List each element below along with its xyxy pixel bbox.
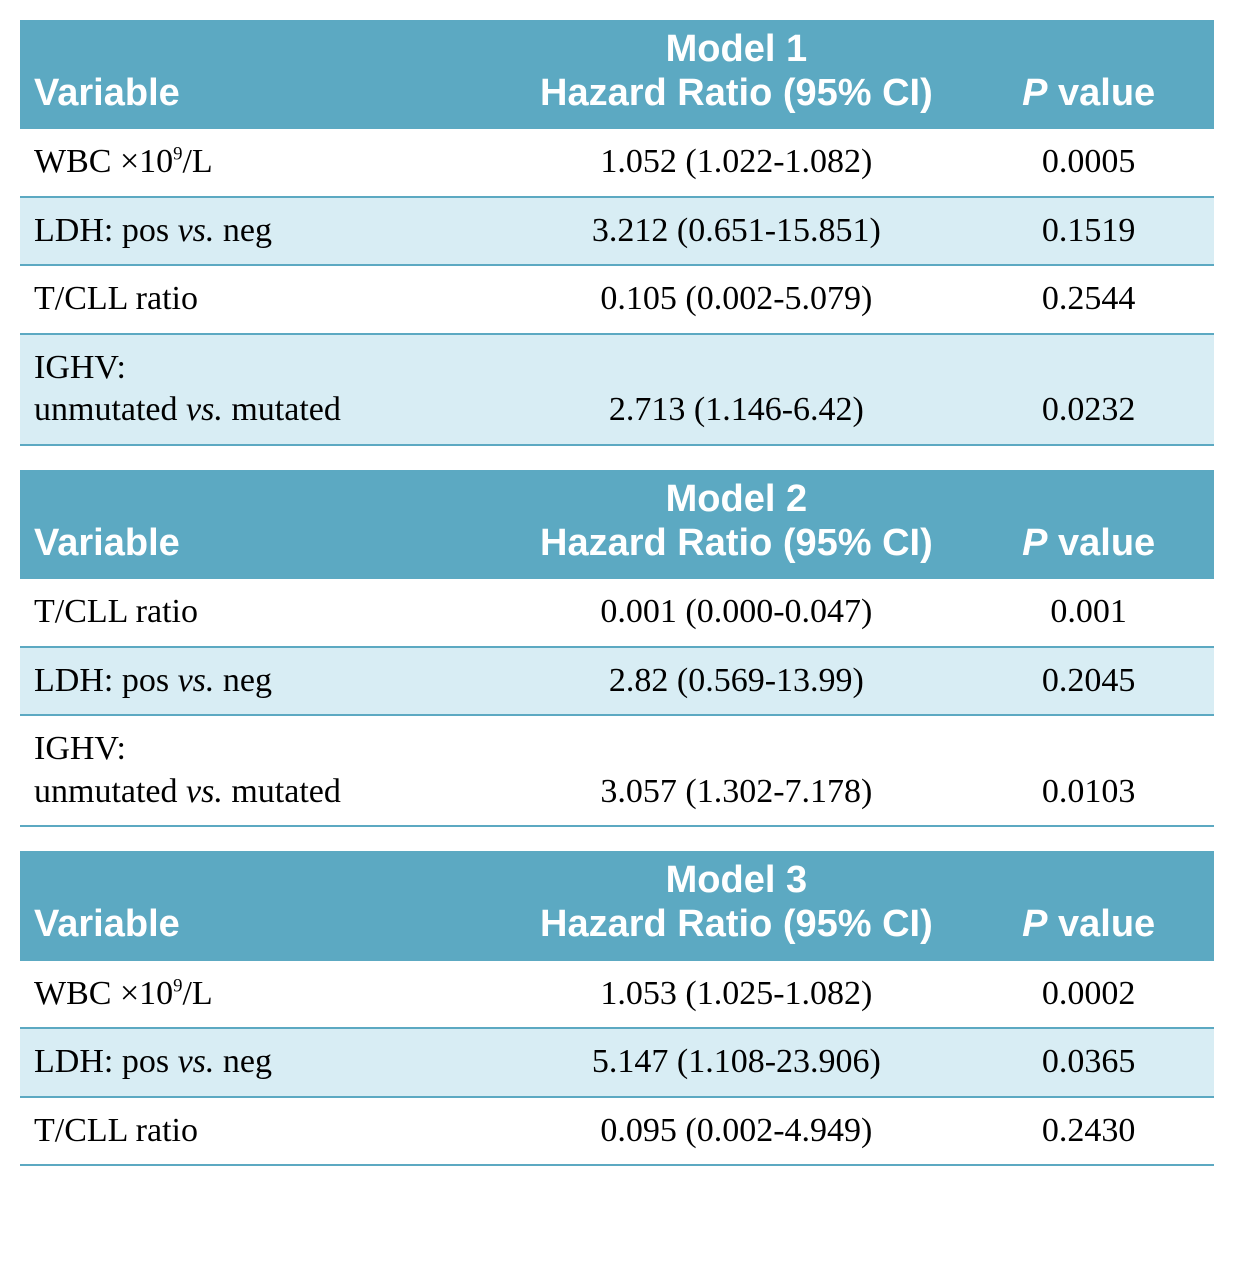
hazard-ratio-cell: 3.057 (1.302-7.178)	[510, 715, 964, 826]
variable-cell: IGHV:unmutated vs. mutated	[20, 715, 510, 826]
hazard-ratio-label: Hazard Ratio (95% CI)	[540, 522, 933, 564]
table-row: LDH: pos vs. neg5.147 (1.108-23.906)0.03…	[20, 1028, 1214, 1097]
column-header-variable: Variable	[20, 20, 510, 129]
table-row: LDH: pos vs. neg3.212 (0.651-15.851)0.15…	[20, 197, 1214, 266]
column-header-variable: Variable	[20, 470, 510, 579]
model-table-3: VariableModel 3Hazard Ratio (95% CI)P va…	[20, 851, 1214, 1166]
hazard-ratio-cell: 1.053 (1.025-1.082)	[510, 961, 964, 1029]
variable-cell: T/CLL ratio	[20, 1097, 510, 1166]
variable-cell: IGHV:unmutated vs. mutated	[20, 334, 510, 445]
p-value-cell: 0.0002	[963, 961, 1214, 1029]
table-row: WBC ×109/L1.053 (1.025-1.082)0.0002	[20, 961, 1214, 1029]
hazard-ratio-cell: 1.052 (1.022-1.082)	[510, 129, 964, 197]
table-row: T/CLL ratio0.095 (0.002-4.949)0.2430	[20, 1097, 1214, 1166]
model-table-1: VariableModel 1Hazard Ratio (95% CI)P va…	[20, 20, 1214, 446]
variable-cell: LDH: pos vs. neg	[20, 1028, 510, 1097]
hazard-ratio-table: VariableModel 2Hazard Ratio (95% CI)P va…	[20, 470, 1214, 827]
table-row: LDH: pos vs. neg2.82 (0.569-13.99)0.2045	[20, 647, 1214, 716]
table-row: IGHV:unmutated vs. mutated2.713 (1.146-6…	[20, 334, 1214, 445]
hazard-ratio-cell: 2.82 (0.569-13.99)	[510, 647, 964, 716]
hazard-ratio-cell: 0.095 (0.002-4.949)	[510, 1097, 964, 1166]
p-value-cell: 0.2045	[963, 647, 1214, 716]
table-row: T/CLL ratio0.105 (0.002-5.079)0.2544	[20, 265, 1214, 334]
table-row: IGHV:unmutated vs. mutated3.057 (1.302-7…	[20, 715, 1214, 826]
table-row: T/CLL ratio0.001 (0.000-0.047)0.001	[20, 579, 1214, 647]
variable-cell: LDH: pos vs. neg	[20, 197, 510, 266]
hazard-ratio-label: Hazard Ratio (95% CI)	[540, 72, 933, 114]
p-value-cell: 0.1519	[963, 197, 1214, 266]
p-value-cell: 0.0365	[963, 1028, 1214, 1097]
column-header-hazard-ratio: Model 1Hazard Ratio (95% CI)	[510, 20, 964, 129]
p-value-cell: 0.0005	[963, 129, 1214, 197]
hazard-ratio-label: Hazard Ratio (95% CI)	[540, 903, 933, 945]
hazard-ratio-table: VariableModel 1Hazard Ratio (95% CI)P va…	[20, 20, 1214, 446]
column-header-hazard-ratio: Model 3Hazard Ratio (95% CI)	[510, 851, 964, 960]
hazard-ratio-table: VariableModel 3Hazard Ratio (95% CI)P va…	[20, 851, 1214, 1166]
model-name: Model 3	[524, 859, 950, 903]
p-value-cell: 0.2430	[963, 1097, 1214, 1166]
column-header-p-value: P value	[963, 470, 1214, 579]
column-header-hazard-ratio: Model 2Hazard Ratio (95% CI)	[510, 470, 964, 579]
hazard-ratio-cell: 0.001 (0.000-0.047)	[510, 579, 964, 647]
hazard-ratio-cell: 5.147 (1.108-23.906)	[510, 1028, 964, 1097]
table-row: WBC ×109/L1.052 (1.022-1.082)0.0005	[20, 129, 1214, 197]
column-header-p-value: P value	[963, 851, 1214, 960]
models-container: VariableModel 1Hazard Ratio (95% CI)P va…	[20, 20, 1214, 1166]
p-value-cell: 0.001	[963, 579, 1214, 647]
variable-cell: T/CLL ratio	[20, 265, 510, 334]
model-name: Model 1	[524, 28, 950, 72]
p-value-cell: 0.2544	[963, 265, 1214, 334]
p-value-cell: 0.0103	[963, 715, 1214, 826]
hazard-ratio-cell: 0.105 (0.002-5.079)	[510, 265, 964, 334]
model-table-2: VariableModel 2Hazard Ratio (95% CI)P va…	[20, 470, 1214, 827]
variable-cell: LDH: pos vs. neg	[20, 647, 510, 716]
hazard-ratio-cell: 2.713 (1.146-6.42)	[510, 334, 964, 445]
column-header-variable: Variable	[20, 851, 510, 960]
hazard-ratio-cell: 3.212 (0.651-15.851)	[510, 197, 964, 266]
variable-cell: WBC ×109/L	[20, 129, 510, 197]
variable-cell: WBC ×109/L	[20, 961, 510, 1029]
model-name: Model 2	[524, 478, 950, 522]
column-header-p-value: P value	[963, 20, 1214, 129]
variable-cell: T/CLL ratio	[20, 579, 510, 647]
p-value-cell: 0.0232	[963, 334, 1214, 445]
